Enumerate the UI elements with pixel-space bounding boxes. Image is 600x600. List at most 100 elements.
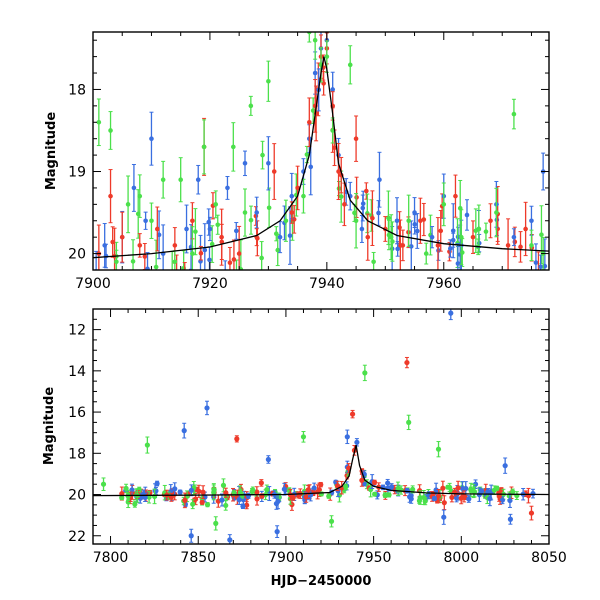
- top-point-green: [483, 222, 489, 241]
- top-point-red: [447, 241, 452, 262]
- bottom-point-blue: [245, 492, 252, 499]
- top-series-1-point: [435, 217, 441, 270]
- top-series-1-point: [137, 233, 143, 258]
- top-series-2-point: [213, 190, 219, 219]
- bottom-model-curve: [93, 444, 549, 497]
- top-x-tick-label: 7920: [192, 276, 228, 292]
- bottom-outlier-point: [502, 457, 508, 474]
- top-point-red: [397, 211, 402, 244]
- top-point-green: [275, 234, 281, 267]
- bottom-panel-axes: 7800 7850 7900 7950 8000 8050 12 14 16 18 20 22: [68, 308, 567, 566]
- bottom-panel-full: 7800 7850 7900 7950 8000 8050 12 14 16 18 20 22 Mag…: [42, 308, 567, 589]
- top-point-red: [438, 209, 444, 252]
- bottom-point-green: [326, 493, 332, 499]
- top-series-0-point: [377, 151, 382, 208]
- top-y-tick-label: 18: [68, 82, 86, 98]
- top-series-0-point: [143, 211, 148, 230]
- top-point-green: [209, 225, 215, 263]
- top-series-1-point: [453, 174, 458, 218]
- top-y-tick-label: 19: [68, 165, 86, 181]
- top-series-0-point: [266, 136, 271, 191]
- top-series-0-point: [195, 164, 201, 195]
- bottom-y-tick-label: 16: [68, 405, 86, 421]
- bottom-point-blue: [530, 488, 536, 499]
- top-model-curve: [93, 56, 549, 259]
- top-series-2-point: [511, 98, 517, 130]
- bottom-outlier-point: [213, 516, 219, 531]
- top-series-0-point: [394, 197, 400, 245]
- bottom-point-green: [386, 492, 392, 498]
- bottom-outlier-point: [300, 431, 307, 443]
- top-series-2-point: [441, 182, 447, 227]
- top-point-blue: [360, 194, 366, 222]
- bottom-point-blue: [466, 495, 472, 503]
- top-point-blue: [450, 203, 456, 259]
- top-series-1-point: [400, 229, 406, 262]
- top-point-blue: [287, 206, 293, 265]
- bottom-outlier-point: [328, 515, 335, 528]
- top-series-2-point: [125, 175, 131, 234]
- top-panel-frame: [92, 31, 550, 271]
- top-point-blue: [202, 223, 208, 270]
- bottom-point-red: [441, 495, 447, 511]
- top-series-1-point: [254, 228, 259, 247]
- bottom-outlier-point: [507, 513, 514, 525]
- top-series-0-point: [131, 163, 137, 212]
- bottom-point-blue: [404, 488, 410, 494]
- bottom-point-red: [371, 479, 378, 485]
- top-series-2-point: [96, 98, 102, 147]
- top-series-2-point: [248, 95, 254, 116]
- top-point-green: [215, 214, 221, 235]
- top-series-2-point: [160, 160, 166, 199]
- top-point-red: [231, 239, 237, 270]
- bottom-x-tick-label: 8000: [443, 550, 479, 566]
- top-y-tick-label: 20: [68, 247, 86, 263]
- bottom-outlier-point: [265, 455, 271, 464]
- top-x-tick-label: 7900: [75, 276, 111, 292]
- top-series-0-point: [412, 197, 417, 229]
- top-panel-zoom: 7900 7920 7940 7960 18 19 20 Magnitude: [44, 31, 550, 292]
- top-point-green: [193, 208, 198, 256]
- top-point-red: [198, 245, 204, 261]
- bottom-outlier-point: [188, 528, 194, 543]
- bottom-outlier-point: [181, 422, 187, 439]
- bottom-x-tick-label: 7950: [356, 550, 392, 566]
- bottom-x-tick-label: 8050: [531, 550, 567, 566]
- top-point-green: [170, 251, 175, 270]
- bottom-panel-data-points: [100, 309, 536, 544]
- bottom-outlier-point: [362, 364, 368, 382]
- top-point-red: [110, 226, 115, 258]
- top-series-1-point: [236, 225, 242, 270]
- top-series-1-point: [488, 203, 493, 239]
- top-point-green: [234, 259, 239, 270]
- bottom-point-green: [204, 502, 211, 508]
- top-series-1-point: [119, 211, 125, 263]
- top-series-0-point: [225, 175, 230, 200]
- top-series-2-point: [190, 226, 195, 270]
- bottom-point-blue: [431, 496, 437, 502]
- bottom-point-red: [254, 486, 260, 499]
- top-series-2-point: [201, 119, 207, 175]
- top-point-blue: [145, 252, 150, 270]
- top-series-1-point: [470, 220, 476, 254]
- top-series-2-point: [149, 202, 154, 239]
- bottom-point-blue: [408, 494, 414, 504]
- bottom-outlier-point: [441, 509, 447, 525]
- top-panel-axes: 7900 7920 7940 7960 18 19 20: [68, 32, 549, 292]
- top-point-blue: [533, 243, 539, 270]
- bottom-outlier-point: [344, 429, 350, 445]
- top-series-1-point: [219, 208, 224, 266]
- top-series-2-point: [178, 157, 183, 203]
- bottom-outlier-point: [144, 436, 150, 454]
- top-point-red: [536, 251, 541, 270]
- bottom-outlier-point: [448, 309, 454, 321]
- top-series-2-point: [388, 214, 394, 261]
- top-y-axis-label: Magnitude: [44, 112, 59, 191]
- bottom-point-green: [372, 491, 378, 497]
- top-series-1-point: [418, 197, 423, 244]
- top-series-2-point: [529, 229, 534, 262]
- bottom-point-blue: [240, 503, 246, 510]
- bottom-x-tick-label: 7800: [93, 550, 129, 566]
- bottom-point-green: [132, 500, 138, 508]
- top-series-1-point: [336, 143, 341, 201]
